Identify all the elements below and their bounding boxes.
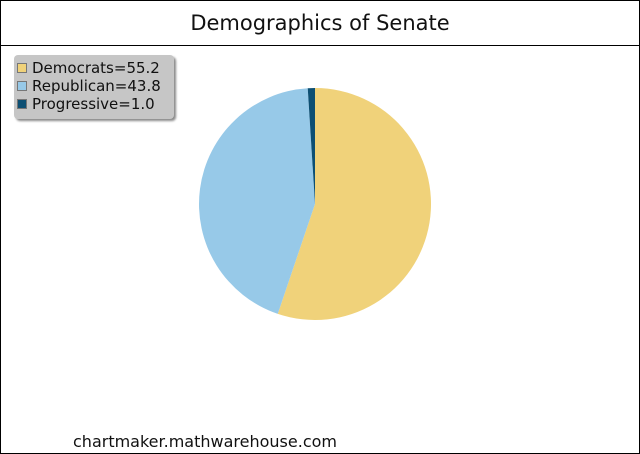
legend-swatch-republican: [17, 81, 27, 91]
legend-swatch-democrats: [17, 63, 27, 73]
legend-item-republican: Republican=43.8: [14, 77, 174, 95]
pie-slice-democrats: [277, 88, 432, 320]
legend-item-democrats: Democrats=55.2: [14, 59, 174, 77]
chart-legend: Democrats=55.2 Republican=43.8 Progressi…: [14, 55, 174, 119]
legend-item-progressive: Progressive=1.0: [14, 95, 174, 113]
pie-slice-progressive: [307, 88, 315, 204]
legend-label-republican: Republican=43.8: [32, 77, 161, 95]
chart-title: Demographics of Senate: [1, 1, 639, 46]
legend-label-progressive: Progressive=1.0: [32, 95, 155, 113]
pie-slice-republican: [199, 88, 315, 314]
legend-swatch-progressive: [17, 99, 27, 109]
legend-label-democrats: Democrats=55.2: [32, 59, 160, 77]
source-credit: chartmaker.mathwarehouse.com: [73, 432, 337, 451]
